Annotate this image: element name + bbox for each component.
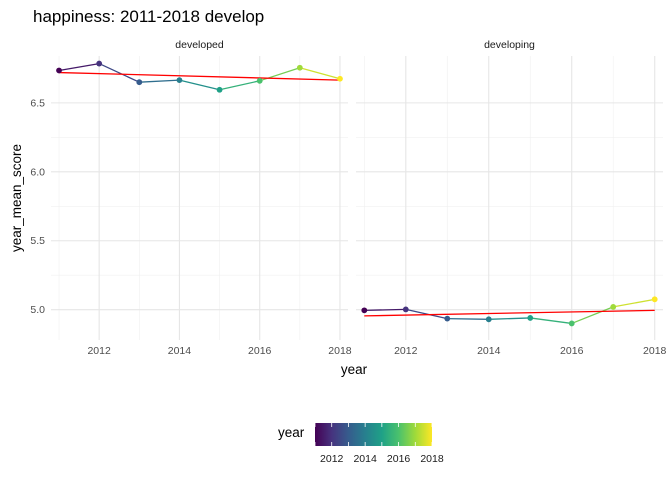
series-line-segment: [58, 62, 100, 72]
data-point: [527, 315, 534, 321]
y-tick-label: 5.5: [30, 235, 45, 247]
series-line-segment: [139, 79, 180, 83]
x-tick-label: 2014: [477, 345, 501, 357]
legend-colorbar: [315, 423, 432, 446]
x-tick-label: 2018: [643, 345, 667, 357]
y-axis-title: year_mean_score: [9, 144, 24, 252]
y-tick-label: 6.5: [30, 97, 45, 109]
series-line-segment: [613, 298, 655, 308]
legend-tick-label: 2016: [387, 453, 411, 465]
series-line-segment: [405, 308, 448, 320]
series-line-segment: [530, 317, 572, 325]
chart-title: happiness: 2011-2018 develop: [33, 7, 264, 26]
y-tick-label: 6.0: [30, 166, 45, 178]
facet-panel-developed: developed 2012 2014 2016 2018 5.0 5.5 6.0 6.5: [30, 39, 351, 357]
data-point: [337, 75, 343, 82]
series-line-segment: [488, 317, 531, 320]
facet-strip-label: developing: [484, 39, 535, 51]
series-line-segment: [571, 306, 614, 325]
legend-tick-label: 2012: [320, 453, 344, 465]
x-tick-label: 2018: [328, 345, 352, 357]
data-point: [361, 307, 368, 314]
data-point: [176, 77, 183, 84]
data-point: [96, 60, 103, 67]
x-tick-label: 2016: [560, 345, 584, 357]
trend-line: [59, 71, 340, 81]
x-tick-label: 2014: [168, 345, 192, 357]
series-line-segment: [447, 317, 489, 320]
data-point: [56, 67, 62, 74]
facet-panel-developing: developing 2012 2014 2016 2018: [356, 39, 667, 357]
series-line-segment: [364, 308, 406, 312]
data-point: [651, 296, 658, 303]
data-point: [444, 315, 451, 322]
series-line-segment: [98, 62, 140, 83]
trend-line: [364, 309, 655, 317]
legend-title: year: [278, 425, 305, 440]
x-tick-label: 2012: [87, 345, 111, 357]
data-point: [485, 316, 492, 323]
data-point: [610, 304, 617, 310]
series-line-segment: [299, 67, 341, 80]
legend-tick-label: 2014: [353, 453, 377, 465]
color-legend: year 2012 2014 2016 2018: [278, 423, 444, 465]
series-line-segment: [219, 80, 260, 91]
data-point: [568, 320, 575, 327]
x-tick-label: 2016: [248, 345, 272, 357]
x-axis-title: year: [341, 362, 368, 377]
legend-tick-label: 2018: [420, 453, 444, 465]
data-point: [136, 79, 143, 86]
data-point: [402, 306, 409, 313]
data-point: [256, 77, 263, 84]
x-tick-label: 2012: [394, 345, 418, 357]
series-line-segment: [179, 79, 220, 91]
facet-strip-label: developed: [175, 39, 224, 51]
data-point: [296, 64, 303, 71]
y-tick-label: 5.0: [30, 304, 45, 316]
data-point: [216, 86, 223, 93]
